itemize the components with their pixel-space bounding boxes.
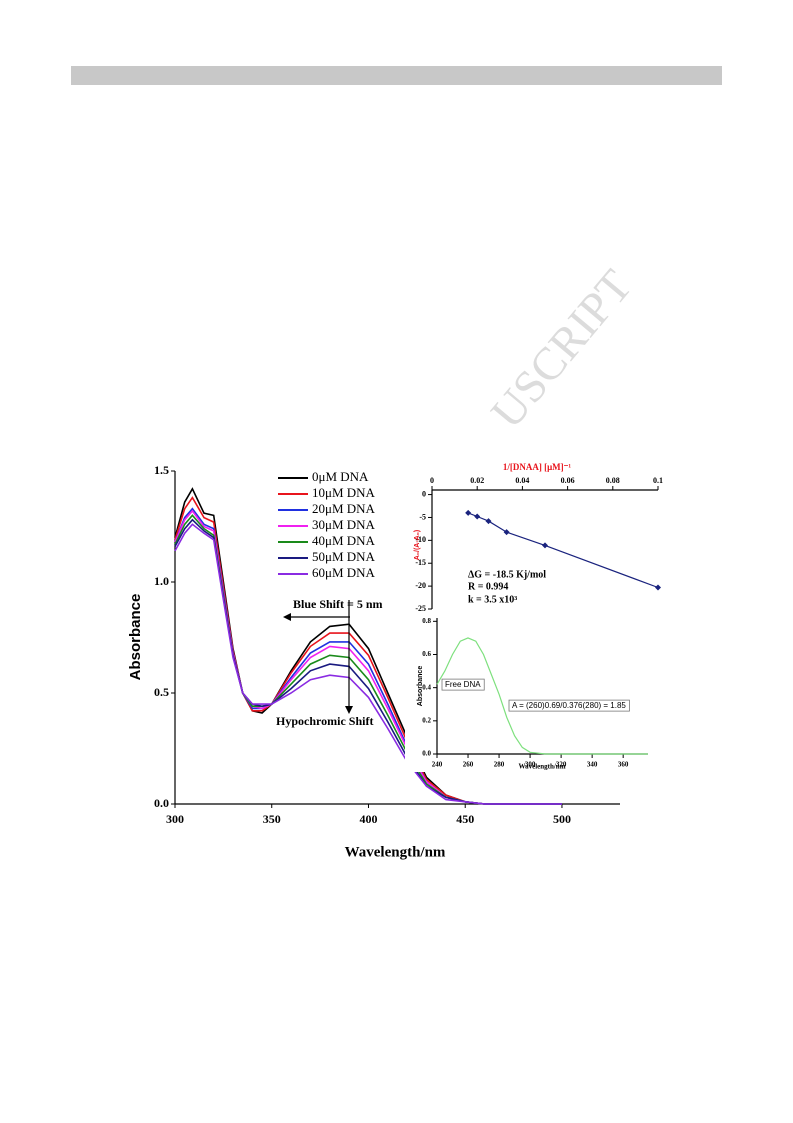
annotation-box (441, 678, 485, 691)
arrow-head (283, 613, 291, 621)
x-tick-label: 0.02 (470, 476, 484, 485)
header-bar (71, 66, 722, 85)
data-line (174, 496, 562, 805)
legend-label: 30μM DNA (312, 517, 376, 532)
y-tick-label: 1.5 (154, 463, 169, 477)
legend-label: 40μM DNA (312, 533, 376, 548)
data-line (174, 518, 562, 805)
x-tick-label: 340 (587, 761, 598, 769)
x-axis-label: Wavelength/nm (345, 844, 446, 860)
x-tick-label: 0.08 (606, 476, 620, 485)
annotation: Blue Shift = 5 nm (293, 597, 383, 611)
x-tick-label: 360 (618, 761, 629, 769)
figure: 300 350 400 450 500 0.0 0.5 1.0 1.5 Wavelength/nm… (127, 462, 670, 860)
y-axis-label: Absorbance (417, 666, 424, 707)
y-tick-label: -5 (419, 512, 426, 521)
data-point (542, 542, 548, 549)
x-tick-label: 240 (432, 761, 443, 769)
x-tick-label: 0.1 (653, 476, 663, 485)
x-tick-label: 400 (359, 812, 377, 826)
y-tick-label: 0.2 (422, 716, 431, 724)
y-axis-label: Absorbance (127, 594, 144, 681)
x-tick-label: 300 (525, 761, 536, 769)
legend-label: 50μM DNA (312, 549, 376, 564)
y-tick-label: 1.0 (154, 574, 169, 588)
legend-label: 0μM DNA (312, 469, 369, 484)
legend-label: 20μM DNA (312, 501, 376, 516)
y-tick-label: -25 (415, 604, 426, 613)
y-axis-label: A₀/(A-A₀) (414, 530, 421, 560)
x-tick-label: 0.06 (561, 476, 575, 485)
annotation: ΔG = -18.5 Kj/mol (468, 569, 546, 580)
y-tick-label: 0.8 (422, 617, 431, 625)
watermark: USCRIPT (481, 260, 642, 438)
data-point (655, 584, 661, 591)
y-tick-label: 0.6 (422, 650, 431, 658)
x-axis-label: 1/[DNAA] [μM]⁻¹ (503, 462, 572, 472)
y-tick-label: 0 (422, 489, 426, 498)
annotation-box (508, 699, 630, 712)
x-tick-label: 350 (263, 812, 281, 826)
data-line (436, 637, 648, 755)
annotation: Free DNA (445, 680, 481, 689)
x-tick-label: 0 (430, 476, 434, 485)
x-axis-label: Wavelength/nm (518, 763, 565, 771)
arrow-head (345, 706, 353, 714)
x-tick-label: 320 (556, 761, 567, 769)
y-tick-label: -15 (415, 558, 426, 567)
data-point (503, 529, 510, 536)
annotation: k = 3.5 x10³ (468, 594, 517, 605)
x-tick-label: 280 (494, 761, 505, 769)
annotation: A = (260)0.69/0.376(280) = 1.85 (512, 701, 626, 710)
y-tick-label: 0.0 (422, 750, 431, 758)
legend-label: 60μM DNA (312, 565, 376, 580)
inset-background (405, 612, 655, 772)
legend-label: 10μM DNA (312, 485, 376, 500)
inset-background (415, 468, 670, 613)
data-point (485, 518, 492, 525)
x-tick-label: 0.04 (515, 476, 529, 485)
y-tick-label: -20 (415, 581, 426, 590)
y-tick-label: 0.4 (422, 683, 431, 691)
x-tick-label: 260 (463, 761, 474, 769)
data-point (465, 509, 472, 516)
y-tick-label: 0.5 (154, 685, 169, 699)
x-tick-label: 450 (456, 812, 474, 826)
annotation: R = 0.994 (468, 581, 508, 592)
y-tick-label: -10 (415, 535, 426, 544)
x-tick-label: 300 (166, 812, 184, 826)
y-tick-label: 0.0 (154, 796, 169, 810)
data-line (174, 523, 562, 805)
data-point (474, 513, 481, 520)
x-tick-label: 500 (553, 812, 571, 826)
annotation: Hypochromic Shift (276, 714, 373, 728)
